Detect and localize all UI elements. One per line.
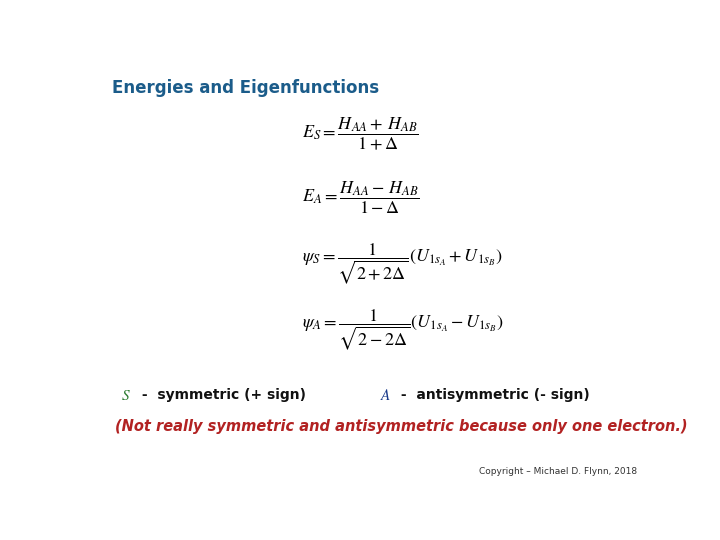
Text: $\mathit{A}$: $\mathit{A}$	[380, 388, 392, 403]
Text: Copyright – Michael D. Flynn, 2018: Copyright – Michael D. Flynn, 2018	[479, 467, 637, 476]
Text: $\psi_{\mathbf{\mathit{A}}} = \dfrac{1}{\sqrt{2-2\Delta}}\left(\mathbf{\mathit{U: $\psi_{\mathbf{\mathit{A}}} = \dfrac{1}{…	[302, 308, 504, 354]
Text: Energies and Eigenfunctions: Energies and Eigenfunctions	[112, 79, 379, 97]
Text: $\mathit{S}$: $\mathit{S}$	[121, 388, 130, 403]
Text: $\mathbf{\mathit{E}}_{\mathbf{\mathit{A}}} = \dfrac{\mathbf{\mathit{H}}_{\mathbf: $\mathbf{\mathit{E}}_{\mathbf{\mathit{A}…	[302, 180, 420, 216]
Text: $\mathbf{\mathit{E}}_{\mathbf{\mathit{S}}} = \dfrac{\mathbf{\mathit{H}}_{\mathbf: $\mathbf{\mathit{E}}_{\mathbf{\mathit{S}…	[302, 115, 418, 152]
Text: -  symmetric (+ sign): - symmetric (+ sign)	[138, 388, 307, 402]
Text: -  antisymmetric (- sign): - antisymmetric (- sign)	[396, 388, 590, 402]
Text: $\psi_{\mathbf{\mathit{S}}} = \dfrac{1}{\sqrt{2+2\Delta}}\left(\mathbf{\mathit{U: $\psi_{\mathbf{\mathit{S}}} = \dfrac{1}{…	[302, 242, 503, 287]
Text: (Not really symmetric and antisymmetric because only one electron.): (Not really symmetric and antisymmetric …	[115, 419, 688, 434]
